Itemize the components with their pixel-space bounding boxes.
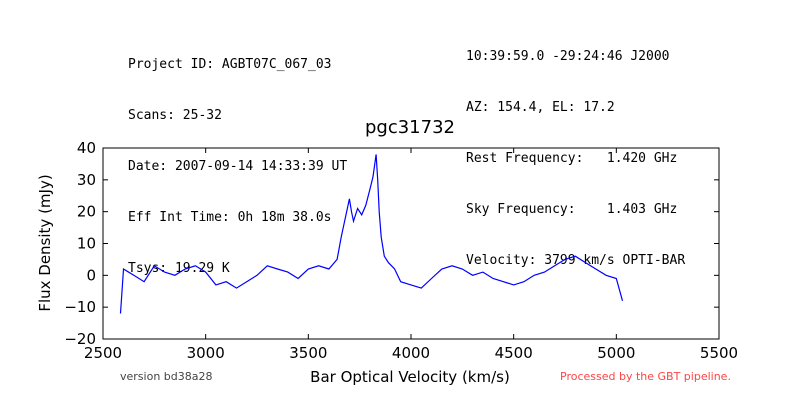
- integration-time-line: Eff Int Time: 0h 18m 38.0s: [128, 210, 332, 225]
- az-el-line: AZ: 154.4, EL: 17.2: [466, 100, 615, 115]
- y-tick-label: 0: [86, 266, 96, 284]
- x-tick-label: 2500: [84, 344, 122, 362]
- version-text: version bd38a28: [120, 370, 213, 383]
- y-tick-label: 20: [77, 203, 96, 221]
- y-axis-label: Flux Density (mJy): [36, 174, 54, 311]
- observation-info-right: 10:39:59.0 -29:24:46 J2000 AZ: 154.4, EL…: [466, 14, 685, 286]
- y-tick-label: 40: [77, 139, 96, 157]
- x-tick-label: 3500: [289, 344, 327, 362]
- chart-title: pgc31732: [365, 117, 455, 138]
- project-id-line: Project ID: AGBT07C_067_03: [128, 57, 332, 72]
- x-tick-label: 5500: [700, 344, 738, 362]
- sky-frequency-line: Sky Frequency: 1.403 GHz: [466, 202, 678, 217]
- rest-frequency-line: Rest Frequency: 1.420 GHz: [466, 151, 678, 166]
- y-tick-label: −20: [64, 330, 96, 348]
- x-tick-label: 3000: [187, 344, 225, 362]
- x-tick-label: 5000: [597, 344, 635, 362]
- y-tick-label: 30: [77, 171, 96, 189]
- x-tick-label: 4500: [495, 344, 533, 362]
- y-tick-label: −10: [64, 298, 96, 316]
- date-line: Date: 2007-09-14 14:33:39 UT: [128, 159, 348, 174]
- axis-ticks: 2500 3000 3500 4000 4500 5000 5500 −20 −10 0 10 20 3…: [64, 139, 738, 362]
- scans-line: Scans: 25-32: [128, 108, 222, 123]
- observation-info-left: Project ID: AGBT07C_067_03 Scans: 25-32 …: [128, 22, 347, 294]
- x-axis-label: Bar Optical Velocity (km/s): [310, 368, 510, 386]
- tsys-line: Tsys: 19.29 K: [128, 261, 230, 276]
- plot-frame: [102, 147, 720, 340]
- spectrum-line: [119, 154, 624, 314]
- x-tick-label: 4000: [392, 344, 430, 362]
- coordinates-line: 10:39:59.0 -29:24:46 J2000: [466, 49, 670, 64]
- velocity-line: Velocity: 3799 km/s OPTI-BAR: [466, 253, 686, 268]
- y-tick-label: 10: [77, 235, 96, 253]
- pipeline-credit: Processed by the GBT pipeline.: [560, 370, 731, 383]
